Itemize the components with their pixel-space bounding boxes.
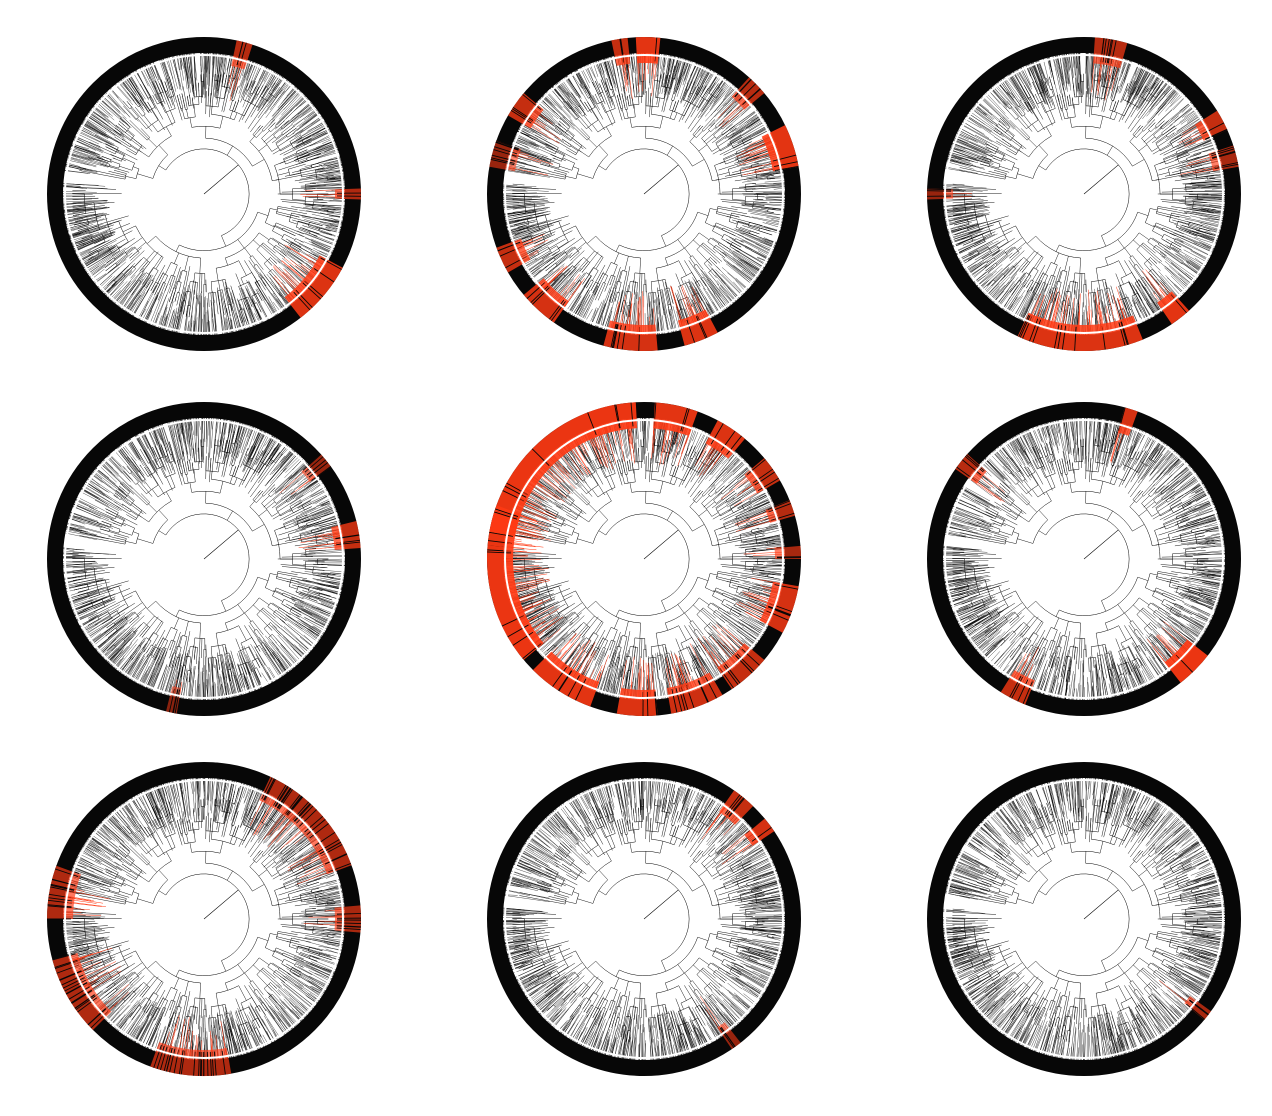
outer-ring (927, 402, 1241, 716)
separator-ring (504, 419, 784, 699)
highlighted-clade (736, 125, 799, 176)
highlighted-clade (300, 188, 361, 200)
highlighted-clade (635, 37, 661, 97)
outer-ring (927, 762, 1241, 1076)
highlighted-clade (701, 790, 754, 840)
highlighted-clade (927, 188, 973, 200)
highlighted-clade (1000, 646, 1039, 705)
circular-tree-panel-5 (484, 399, 804, 719)
highlighted-clade (298, 521, 361, 551)
highlighted-clade (1146, 621, 1208, 683)
separator-ring (944, 419, 1224, 699)
circular-tree-1 (47, 37, 361, 351)
phylogeny (952, 62, 1216, 324)
highlighted-clade (1159, 980, 1212, 1020)
separator-ring (64, 54, 344, 334)
highlighted-clade (616, 656, 658, 716)
phylogeny (512, 787, 776, 1049)
highlighted-clade (1178, 110, 1228, 147)
circular-tree-5 (487, 402, 801, 716)
circular-tree-4 (47, 402, 361, 716)
highlighted-clade (611, 37, 633, 99)
highlighted-clade (695, 420, 745, 477)
highlighted-clade (743, 544, 801, 559)
separator-ring (504, 54, 784, 334)
highlighted-clade (272, 244, 343, 318)
highlighted-clade (523, 265, 585, 323)
highlighted-clade (1110, 407, 1138, 463)
circular-tree-9 (927, 762, 1241, 1076)
circular-tree-3 (927, 37, 1241, 351)
separator-ring (944, 54, 1224, 334)
tip-branches (942, 417, 1226, 701)
highlighted-clade (734, 500, 795, 532)
circular-tree-panel-1 (44, 34, 364, 354)
highlighted-clade (699, 996, 741, 1050)
highlighted-clade (46, 864, 110, 920)
separator-ring (64, 779, 344, 1059)
separator-ring (504, 779, 784, 1059)
highlighted-clade (228, 40, 253, 102)
highlighted-clade (508, 93, 561, 144)
highlighted-clade (651, 402, 698, 466)
circular-tree-panel-2 (484, 34, 804, 354)
circular-tree-panel-8 (484, 759, 804, 1079)
highlighted-clade (670, 285, 718, 346)
highlighted-clade (487, 545, 564, 660)
highlighted-clade (721, 817, 775, 865)
highlighted-clade (150, 1015, 232, 1077)
highlighted-clade (1017, 286, 1143, 351)
highlighted-clade (603, 291, 658, 351)
outer-ring (47, 402, 361, 716)
circular-tree-7 (46, 762, 362, 1077)
outer-ring (487, 762, 801, 1076)
tip-branches (942, 777, 1226, 1061)
separator-ring (944, 779, 1224, 1059)
highlighted-clade (697, 624, 765, 690)
circular-tree-panel-6 (924, 399, 1244, 719)
highlighted-clade (955, 453, 1005, 503)
highlighted-clade (303, 905, 362, 933)
phylogeny (72, 787, 336, 1049)
highlighted-clade (52, 947, 129, 1031)
circular-tree-panel-7 (44, 759, 364, 1079)
highlighted-clade (496, 234, 549, 273)
circular-tree-panel-4 (44, 399, 364, 719)
highlighted-clade (279, 453, 332, 495)
circular-tree-8 (487, 762, 801, 1076)
highlighted-clade (717, 77, 765, 128)
highlighted-clade (1142, 269, 1190, 325)
highlighted-clade (249, 776, 352, 885)
circular-tree-6 (927, 402, 1241, 716)
separator-ring (64, 419, 344, 699)
circular-tree-panel-9 (924, 759, 1244, 1079)
highlighted-clade (532, 632, 609, 707)
circular-tree-2 (487, 37, 801, 351)
circular-tree-panel-3 (924, 34, 1244, 354)
